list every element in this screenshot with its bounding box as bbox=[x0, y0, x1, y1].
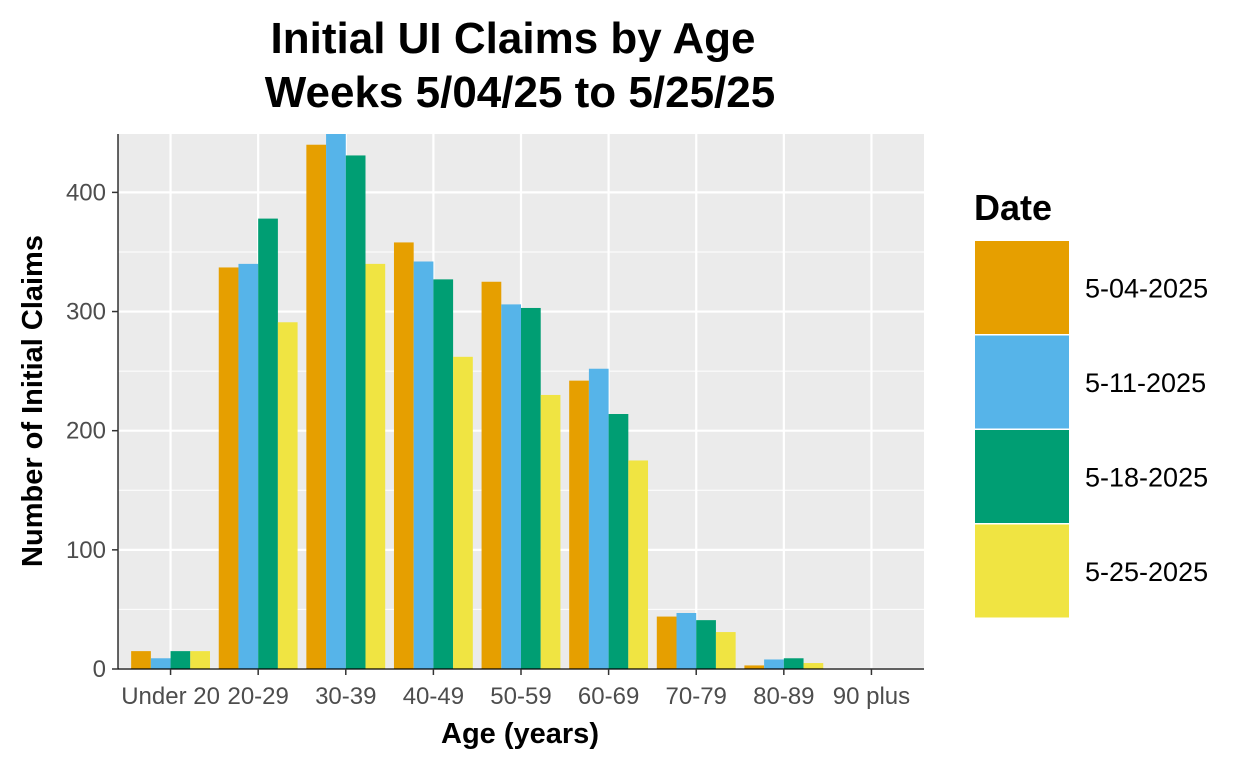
x-tick-labels: Under 20 20-29 30-39 40-49 50-59 60-69 70-79 80… bbox=[121, 683, 910, 710]
axes bbox=[112, 134, 924, 675]
bar bbox=[569, 380, 589, 669]
bar bbox=[413, 261, 434, 669]
y-tick-label: 400 bbox=[66, 179, 106, 206]
bar bbox=[803, 663, 824, 669]
legend-key bbox=[975, 241, 1069, 334]
y-axis-title: Number of Initial Claims bbox=[17, 235, 49, 567]
x-tick-label: 40-49 bbox=[403, 683, 464, 710]
legend-key bbox=[975, 335, 1069, 429]
bar bbox=[481, 281, 502, 669]
bar bbox=[715, 632, 736, 669]
y-tick-label: 0 bbox=[93, 656, 106, 683]
legend-label: 5-25-2025 bbox=[1085, 557, 1208, 587]
bar bbox=[608, 414, 629, 669]
bar bbox=[365, 263, 386, 669]
bar bbox=[326, 134, 346, 669]
bar bbox=[238, 263, 259, 669]
bar bbox=[521, 307, 541, 669]
bar bbox=[676, 612, 697, 669]
legend-key bbox=[975, 524, 1069, 618]
y-tick-labels: 0 100 200 300 400 bbox=[66, 179, 106, 683]
legend-label: 5-04-2025 bbox=[1085, 274, 1208, 304]
bar bbox=[764, 659, 784, 669]
legend-label: 5-11-2025 bbox=[1085, 368, 1206, 398]
bar bbox=[131, 651, 151, 669]
bar bbox=[433, 279, 454, 669]
x-tick-label: 70-79 bbox=[666, 683, 727, 710]
y-tick-label: 300 bbox=[66, 299, 106, 326]
x-tick-label: 30-39 bbox=[315, 683, 376, 710]
x-tick-label: 50-59 bbox=[490, 683, 551, 710]
chart-title-line2: Weeks 5/04/25 to 5/25/25 bbox=[265, 68, 775, 117]
x-axis-title: Age (years) bbox=[441, 718, 599, 750]
bars bbox=[131, 134, 824, 670]
bar bbox=[345, 155, 366, 670]
x-tick-label: 20-29 bbox=[227, 683, 288, 710]
x-tick-label: 80-89 bbox=[753, 683, 814, 710]
bar bbox=[306, 144, 327, 670]
bar bbox=[744, 665, 765, 669]
bar bbox=[656, 616, 677, 669]
y-tick-label: 100 bbox=[66, 537, 106, 564]
legend: 5-04-2025 5-11-2025 5-18-2025 5-25-2025 bbox=[975, 241, 1208, 618]
bar bbox=[277, 322, 298, 669]
bar bbox=[501, 304, 521, 669]
y-tick-label: 200 bbox=[66, 418, 106, 445]
chart-title-line1: Initial UI Claims by Age bbox=[271, 14, 756, 63]
bar bbox=[783, 658, 804, 669]
legend-key bbox=[975, 430, 1069, 523]
bar bbox=[540, 394, 561, 669]
bar bbox=[393, 242, 414, 669]
legend-label: 5-18-2025 bbox=[1085, 463, 1208, 493]
x-tick-label: 60-69 bbox=[578, 683, 639, 710]
bar bbox=[628, 460, 649, 669]
bar bbox=[170, 651, 191, 669]
bar bbox=[588, 368, 609, 669]
bar bbox=[258, 218, 278, 669]
bar bbox=[190, 651, 210, 669]
bar bbox=[453, 356, 473, 669]
x-tick-label: 90 plus bbox=[833, 683, 910, 710]
bar bbox=[218, 267, 239, 669]
bar bbox=[696, 620, 716, 669]
bar bbox=[150, 658, 171, 669]
legend-title: Date bbox=[974, 187, 1052, 228]
x-tick-label: Under 20 bbox=[121, 683, 220, 710]
